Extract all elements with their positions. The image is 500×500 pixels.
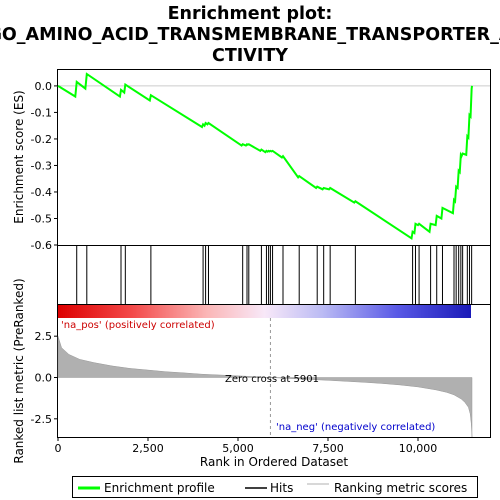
metric-y-axis: 2.5 0.0 -2.5 [31, 330, 58, 426]
x-tick-label: 10,000 [399, 442, 438, 455]
x-tick-label: 2,500 [132, 442, 164, 455]
es-y-tick-label: -0.4 [31, 186, 52, 199]
hits-group [76, 246, 473, 304]
x-tick-label: 5,000 [222, 442, 254, 455]
ranking-color-strip [58, 304, 471, 318]
es-line [57, 72, 473, 241]
title-line-2: GO_AMINO_ACID_TRANSMEMBRANE_TRANSPORTER_… [0, 25, 500, 45]
title-line-1: Enrichment plot: [168, 4, 333, 24]
neg-correlated-label: 'na_neg' (negatively correlated) [276, 422, 435, 433]
x-axis: 0 2,500 5,000 7,500 10,000 [55, 437, 438, 455]
metric-y-tick-label: 0.0 [35, 372, 53, 385]
x-axis-label: Rank in Ordered Dataset [200, 455, 348, 469]
metric-y-tick-label: -2.5 [31, 413, 52, 426]
x-tick-label: 7,500 [312, 442, 344, 455]
es-y-tick-label: -0.3 [31, 159, 52, 172]
legend-hits-label: Hits [270, 481, 293, 495]
metric-y-tick-label: 2.5 [35, 330, 53, 343]
es-panel-frame [57, 69, 491, 246]
es-y-tick-label: -0.5 [31, 212, 52, 225]
legend-box [72, 476, 478, 498]
es-y-tick-label: -0.2 [31, 133, 52, 146]
title-line-3: CTIVITY [212, 46, 288, 66]
es-y-tick-label: -0.1 [31, 106, 52, 119]
es-y-tick-label: 0.0 [35, 80, 53, 93]
metric-panel-frame [57, 304, 491, 438]
es-y-tick-label: -0.6 [31, 239, 52, 252]
es-line-group [57, 72, 473, 241]
metric-group [57, 336, 473, 438]
hits-panel-frame [57, 245, 491, 305]
legend-metric-label: Ranking metric scores [334, 481, 467, 495]
zero-cross-label: Zero cross at 5901 [225, 374, 319, 385]
es-y-axis: 0.0 -0.1 -0.2 -0.3 -0.4 -0.5 -0.6 [31, 80, 58, 252]
es-y-axis-label: Enrichment score (ES) [12, 90, 26, 223]
legend-es-label: Enrichment profile [104, 481, 215, 495]
metric-y-axis-label: Ranked list metric (PreRanked) [12, 278, 26, 463]
pos-correlated-label: 'na_pos' (positively correlated) [61, 320, 215, 331]
metric-area [57, 336, 473, 438]
x-tick-label: 0 [55, 442, 62, 455]
